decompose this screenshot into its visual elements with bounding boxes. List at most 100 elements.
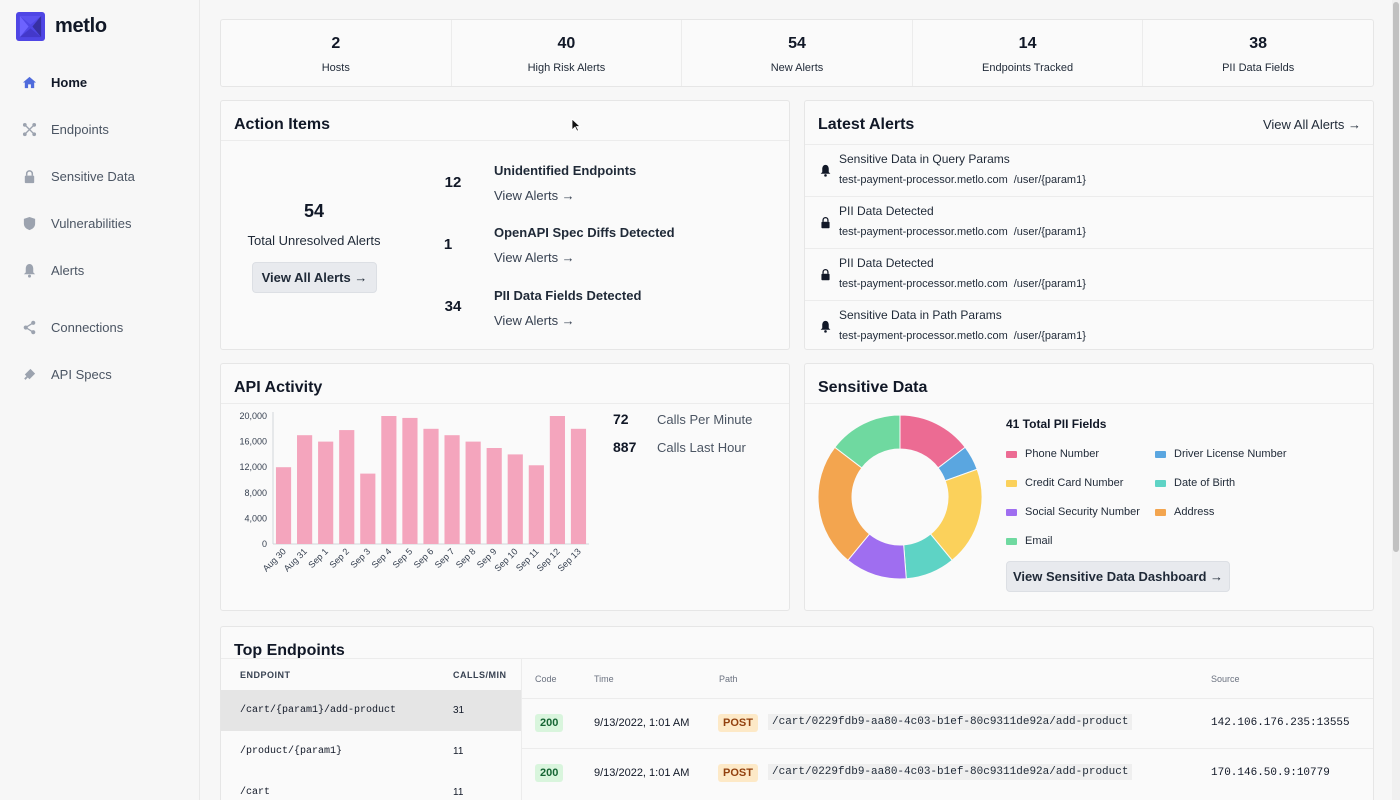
endpoint-path: /cart xyxy=(240,787,271,798)
stat-hosts[interactable]: 2 Hosts xyxy=(221,20,452,86)
action-item-count: 12 xyxy=(444,174,462,191)
y-tick-label: 0 xyxy=(262,539,267,549)
stat-new-alerts[interactable]: 54 New Alerts xyxy=(682,20,913,86)
sidebar-item-label: Endpoints xyxy=(51,122,109,137)
view-all-alerts-link[interactable]: View All Alerts → xyxy=(1262,117,1361,132)
action-item-link[interactable]: View Alerts → xyxy=(494,188,575,203)
logo[interactable]: metlo xyxy=(16,12,107,41)
sidebar-item-home[interactable]: Home xyxy=(22,75,87,90)
divider xyxy=(221,658,1373,659)
stat-value: 14 xyxy=(1018,35,1037,52)
x-tick-label: Sep 13 xyxy=(556,546,583,573)
x-tick-label: Sep 1 xyxy=(306,546,330,570)
alert-path: /user/{param1} xyxy=(1013,226,1086,238)
endpoint-row[interactable]: /product/{param1} 11 xyxy=(221,731,521,772)
bar xyxy=(570,428,587,544)
alert-title: PII Data Detected xyxy=(839,256,934,270)
sidebar-item-api-specs[interactable]: API Specs xyxy=(22,367,112,382)
legend-label: Credit Card Number xyxy=(1025,477,1124,489)
card-title: Top Endpoints xyxy=(234,642,345,659)
endpoint-row[interactable]: /cart/{param1}/add-product 31 xyxy=(221,690,521,731)
column-divider xyxy=(521,659,522,800)
stat-pii-data-fields[interactable]: 38 PII Data Fields xyxy=(1143,20,1373,86)
y-tick-label: 4,000 xyxy=(244,513,267,523)
stat-label: New Alerts xyxy=(770,62,824,74)
bar xyxy=(423,428,439,544)
pii-donut-chart xyxy=(817,414,983,580)
legend-swatch xyxy=(1006,508,1017,516)
bar xyxy=(318,441,334,544)
action-item-link[interactable]: View Alerts → xyxy=(494,313,575,328)
endpoint-row[interactable]: /cart 11 xyxy=(221,772,521,800)
legend-label: Phone Number xyxy=(1025,448,1099,460)
legend-item: Email xyxy=(1006,535,1053,547)
sensitive-data-card: Sensitive Data 41 Total PII Fields Phone… xyxy=(804,363,1374,611)
legend-item: Driver License Number xyxy=(1155,448,1286,460)
alert-host: test-payment-processor.metlo.com xyxy=(839,226,1008,238)
calls-per-minute-value: 72 xyxy=(613,411,629,427)
sidebar-item-sensitive-data[interactable]: Sensitive Data xyxy=(22,169,135,184)
lock-icon xyxy=(821,268,830,281)
bar xyxy=(381,416,397,544)
legend-item: Phone Number xyxy=(1006,448,1099,460)
sidebar-item-endpoints[interactable]: Endpoints xyxy=(22,122,109,137)
latest-alerts-card: Latest Alerts View All Alerts → Sensitiv… xyxy=(804,100,1374,350)
alert-row[interactable]: PII Data Detected test-payment-processor… xyxy=(805,248,1373,300)
sidebar-item-label: Vulnerabilities xyxy=(51,216,132,231)
x-tick-label: Sep 7 xyxy=(433,546,457,570)
legend-swatch xyxy=(1006,479,1017,487)
alert-location: test-payment-processor.metlo.com/user/{p… xyxy=(839,174,1086,186)
request-path: /cart/0229fdb9-aa80-4c03-b1ef-80c9311de9… xyxy=(768,764,1133,780)
action-item-title: PII Data Fields Detected xyxy=(494,288,642,303)
request-source: 170.146.50.9:10779 xyxy=(1211,767,1330,779)
scrollbar[interactable] xyxy=(1392,0,1400,800)
alert-path: /user/{param1} xyxy=(1013,330,1086,342)
api-activity-card: API Activity 0 4,000 8,000 12,000 16,000 20,0… xyxy=(220,363,790,611)
alert-path: /user/{param1} xyxy=(1013,174,1086,186)
req-path-header: Path xyxy=(719,674,738,684)
sidebar-item-alerts[interactable]: Alerts xyxy=(22,263,84,278)
request-row[interactable]: 200 9/13/2022, 1:01 AM POST /cart/0229fd… xyxy=(521,748,1373,796)
request-time: 9/13/2022, 1:01 AM xyxy=(594,717,690,729)
endpoint-path: /cart/{param1}/add-product xyxy=(240,705,397,716)
bar xyxy=(402,417,418,544)
api-specs-icon xyxy=(24,368,36,380)
alert-row[interactable]: PII Data Detected test-payment-processor… xyxy=(805,196,1373,248)
endpoint-path: /product/{param1} xyxy=(240,746,343,757)
x-tick-label: Aug 31 xyxy=(282,546,309,573)
alert-host: test-payment-processor.metlo.com xyxy=(839,330,1008,342)
stat-high-risk-alerts[interactable]: 40 High Risk Alerts xyxy=(452,20,683,86)
bar xyxy=(549,416,565,544)
bar xyxy=(339,430,355,544)
alert-title: Sensitive Data in Path Params xyxy=(839,308,1002,322)
alert-location: test-payment-processor.metlo.com/user/{p… xyxy=(839,278,1086,290)
endpoint-calls: 31 xyxy=(453,705,465,716)
total-unresolved-value: 54 xyxy=(303,201,325,221)
view-sensitive-data-dashboard-button[interactable]: View Sensitive Data Dashboard → xyxy=(1006,561,1230,592)
pii-total-label: 41 Total PII Fields xyxy=(1006,417,1107,431)
sidebar-item-connections[interactable]: Connections xyxy=(22,320,123,335)
stat-value: 40 xyxy=(557,35,576,52)
request-time: 9/13/2022, 1:01 AM xyxy=(594,767,690,779)
method-badge: POST xyxy=(718,764,758,782)
y-tick-label: 8,000 xyxy=(244,488,267,498)
action-item-link[interactable]: View Alerts → xyxy=(494,250,575,265)
bar xyxy=(465,441,481,544)
calls-last-hour-label: Calls Last Hour xyxy=(657,440,746,455)
view-all-alerts-button[interactable]: View All Alerts → xyxy=(252,262,377,293)
alert-row[interactable]: Sensitive Data in Query Params test-paym… xyxy=(805,144,1373,196)
req-time-header: Time xyxy=(594,674,614,684)
legend-label: Date of Birth xyxy=(1174,477,1236,489)
scrollbar-thumb[interactable] xyxy=(1393,2,1399,552)
bar xyxy=(275,467,292,544)
bar xyxy=(444,435,460,544)
sidebar-item-vulnerabilities[interactable]: Vulnerabilities xyxy=(22,216,131,231)
stat-value: 54 xyxy=(788,35,806,52)
alert-title: PII Data Detected xyxy=(839,204,934,218)
sidebar-item-label: API Specs xyxy=(51,367,112,382)
stat-value: 2 xyxy=(331,35,341,52)
alert-row[interactable]: Sensitive Data in Path Params test-payme… xyxy=(805,300,1373,352)
x-tick-label: Sep 8 xyxy=(454,546,478,570)
stat-endpoints-tracked[interactable]: 14 Endpoints Tracked xyxy=(913,20,1144,86)
request-row[interactable]: 200 9/13/2022, 1:01 AM POST /cart/0229fd… xyxy=(521,698,1373,746)
